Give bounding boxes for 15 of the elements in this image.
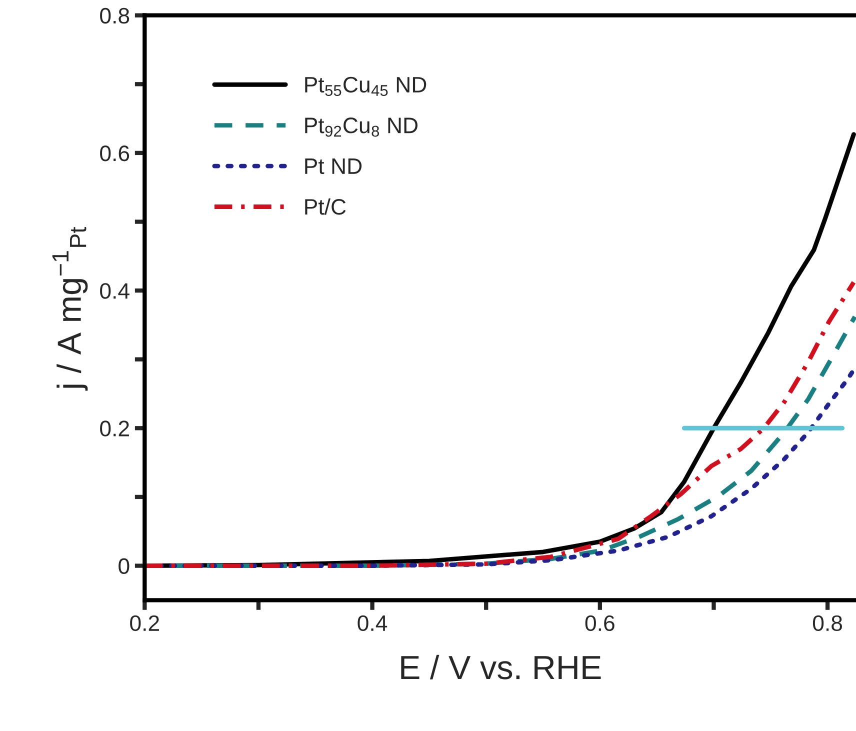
y-axis-title: j / A mg$^{−1}$$_{Pt}$ (52, 226, 88, 391)
y-tick-label: 0.8 (100, 8, 130, 24)
y-tick-label: 0.6 (100, 145, 130, 162)
legend-label: Pt ND (305, 158, 362, 174)
x-tick-label: 0.2 (130, 615, 159, 632)
legend-label: Pt/C (305, 198, 346, 215)
x-axis-title: E / V vs. RHE (401, 654, 601, 680)
y-tick-label: 0.2 (100, 420, 129, 436)
y-tick-label: 0.4 (100, 283, 130, 299)
x-tick-label: 0.8 (812, 615, 842, 632)
legend-label: Pt$_{92}$Cu$_{8}$ ND (305, 118, 418, 137)
legend-label: Pt$_{55}$Cu$_{45}$ ND (305, 76, 426, 96)
x-tick-label: 0.6 (585, 615, 614, 632)
x-tick-label: 0.4 (358, 615, 388, 632)
y-tick-label: 0 (118, 558, 130, 574)
